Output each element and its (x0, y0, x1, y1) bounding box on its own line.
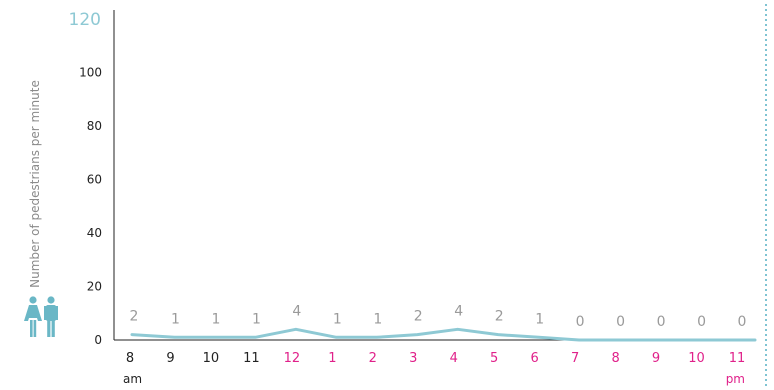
data-label: 0 (657, 314, 666, 330)
data-label: 4 (454, 303, 463, 319)
y-ticks: 0 20 40 60 80 100 120 (69, 10, 102, 347)
y-tick-label: 80 (87, 119, 102, 133)
y-tick-label: 120 (69, 10, 101, 30)
pm-label: pm (726, 372, 745, 386)
data-label: 0 (576, 314, 585, 330)
x-tick-label: 9 (652, 351, 660, 366)
y-tick-label: 60 (87, 173, 102, 187)
y-tick-label: 0 (94, 333, 102, 347)
data-label: 1 (171, 311, 180, 327)
data-label: 0 (616, 314, 625, 330)
x-tick-label: 12 (284, 351, 301, 366)
y-tick-label: 100 (79, 66, 102, 80)
data-label: 2 (414, 309, 423, 325)
pedestrians-icon (24, 296, 58, 337)
y-tick-label: 20 (87, 280, 102, 294)
data-label: 2 (495, 309, 504, 325)
data-label: 0 (697, 314, 706, 330)
x-tick-label: 8 (611, 351, 619, 366)
am-label: am (123, 372, 142, 386)
x-tick-label: 10 (688, 351, 705, 366)
x-ticks: 8 9 10 11 12 1 2 3 4 5 6 7 8 9 10 11 (126, 351, 745, 366)
data-label: 1 (211, 311, 220, 327)
series-line (130, 327, 757, 342)
data-label: 1 (535, 311, 544, 327)
x-tick-label: 8 (126, 351, 134, 366)
x-tick-label: 6 (531, 351, 539, 366)
x-tick-label: 9 (166, 351, 174, 366)
data-label: 4 (292, 303, 301, 319)
x-tick-label: 11 (243, 351, 260, 366)
data-labels: 2 1 1 1 4 1 1 2 4 2 1 0 0 0 0 0 (130, 303, 747, 330)
data-label: 1 (373, 311, 382, 327)
x-tick-label: 2 (369, 351, 377, 366)
x-tick-label: 5 (490, 351, 498, 366)
y-axis-label: Number of pedestrians per minute (28, 80, 42, 288)
x-tick-label: 3 (409, 351, 417, 366)
x-tick-label: 11 (729, 351, 746, 366)
data-label: 0 (738, 314, 747, 330)
x-tick-label: 10 (203, 351, 220, 366)
y-tick-label: 40 (87, 226, 102, 240)
x-tick-label: 4 (450, 351, 458, 366)
data-label: 1 (333, 311, 342, 327)
data-label: 2 (130, 309, 139, 325)
x-tick-label: 7 (571, 351, 579, 366)
x-tick-label: 1 (328, 351, 336, 366)
data-label: 1 (252, 311, 261, 327)
